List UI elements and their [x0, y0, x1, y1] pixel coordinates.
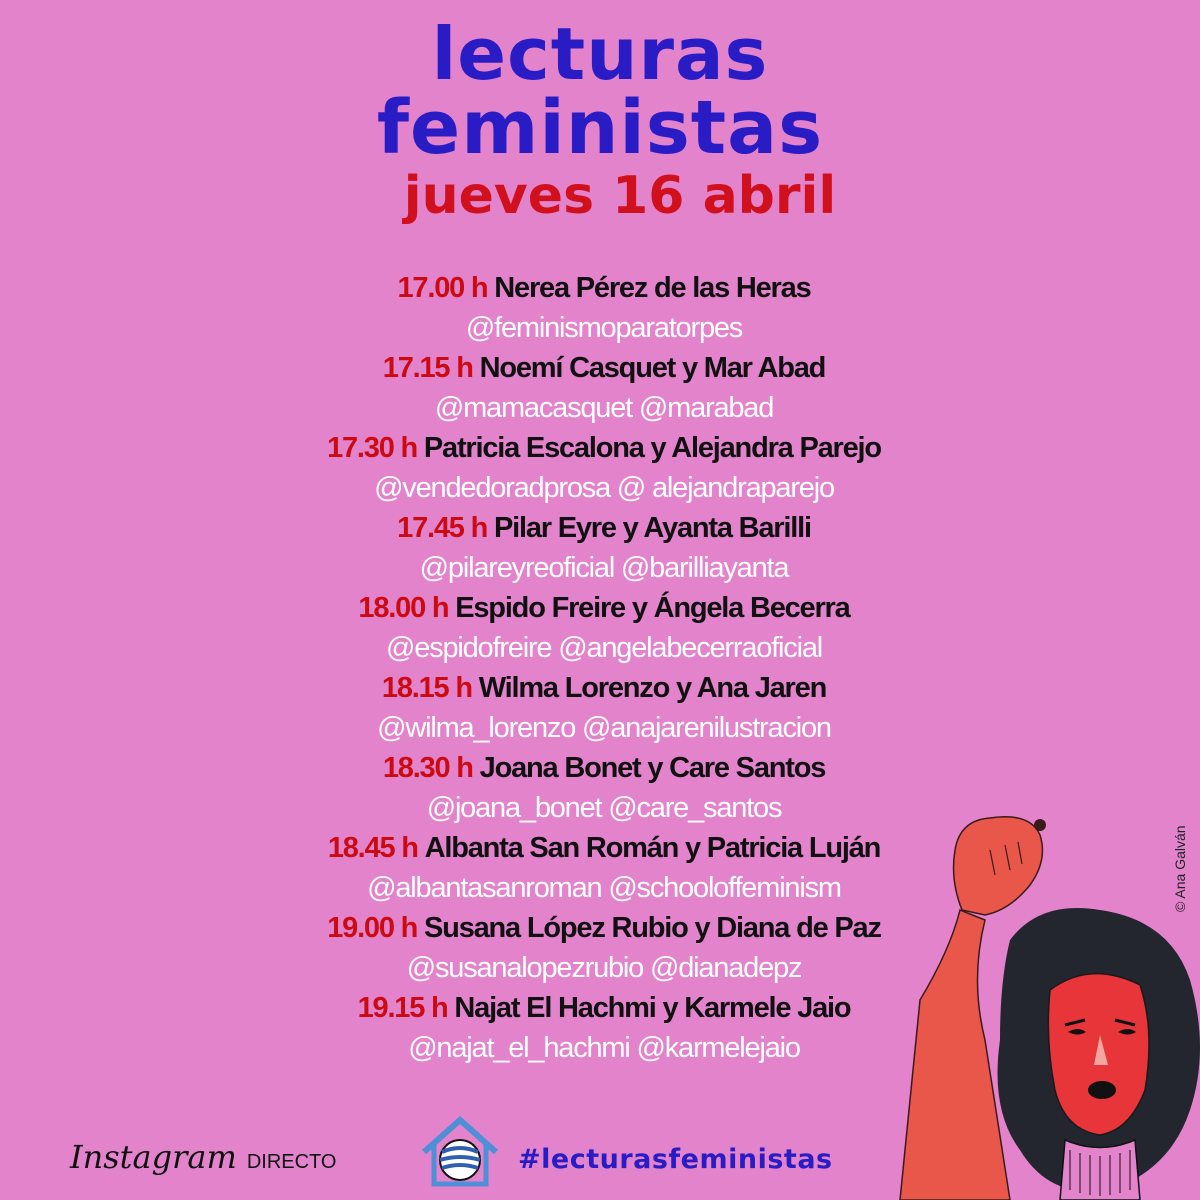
- instagram-directo-label: DIRECTO: [246, 1151, 337, 1173]
- entry-time: 18.15 h: [381, 672, 473, 704]
- schedule-entry: 17.15 h Noemí Casquet y Mar Abad: [0, 348, 1200, 388]
- title-line-1: lecturas: [431, 12, 769, 96]
- entry-handles: @feminismoparatorpes: [465, 312, 743, 344]
- schedule-entry: 18.00 h Espido Freire y Ángela Becerra: [0, 588, 1200, 628]
- entry-handles: @espidofreire @angelabecerraoficial: [385, 632, 823, 664]
- entry-time: 17.15 h: [382, 352, 474, 384]
- title-line-2: feministas: [376, 85, 824, 171]
- entry-handles: @susanalopezrubio @dianadepz: [406, 952, 803, 984]
- entry-time: 18.00 h: [358, 592, 449, 624]
- entry-authors: Albanta San Román y Patricia Luján: [424, 832, 882, 864]
- schedule-entry: 19.15 h Najat El Hachmi y Karmele Jaio: [0, 988, 1200, 1028]
- entry-time: 17.45 h: [397, 512, 488, 544]
- entry-handles: @joana_bonet @care_santos: [426, 792, 783, 824]
- entry-handles: @mamacasquet @marabad: [434, 392, 775, 424]
- entry-authors: Patricia Escalona y Alejandra Parejo: [423, 432, 882, 464]
- entry-time: 18.30 h: [382, 752, 474, 784]
- entry-handles: @albantasanroman @schooloffeminism: [367, 872, 842, 904]
- schedule-entry: 17.00 h Nerea Pérez de las Heras: [0, 268, 1200, 308]
- event-date: jueves 16 abril: [403, 166, 837, 226]
- instagram-logo: Instagram: [70, 1138, 237, 1176]
- entry-authors: Nerea Pérez de las Heras: [494, 272, 811, 304]
- house-globe-icon: [422, 1115, 498, 1187]
- entry-authors: Joana Bonet y Care Santos: [479, 752, 827, 784]
- schedule-list: 17.00 h Nerea Pérez de las Heras @feminis…: [0, 268, 1200, 1068]
- instagram-directo: Instagram DIRECTO: [70, 1138, 336, 1176]
- entry-authors: Noemí Casquet y Mar Abad: [479, 352, 827, 384]
- schedule-entry: 17.45 h Pilar Eyre y Ayanta Barilli: [0, 508, 1200, 548]
- schedule-entry: 19.00 h Susana López Rubio y Diana de Pa…: [0, 908, 1200, 948]
- entry-authors: Espido Freire y Ángela Becerra: [455, 592, 851, 624]
- entry-time: 19.15 h: [357, 992, 449, 1024]
- entry-handles: @vendedoradprosa @ alejandraparejo: [374, 472, 835, 504]
- schedule-entry: 17.30 h Patricia Escalona y Alejandra Pa…: [0, 428, 1200, 468]
- entry-authors: Najat El Hachmi y Karmele Jaio: [454, 992, 851, 1024]
- entry-time: 18.45 h: [327, 832, 419, 864]
- hashtag: #lecturasfeministas: [518, 1144, 833, 1175]
- entry-authors: Susana López Rubio y Diana de Paz: [424, 912, 882, 944]
- schedule-entry: 18.45 h Albanta San Román y Patricia Luj…: [0, 828, 1200, 868]
- entry-authors: Wilma Lorenzo y Ana Jaren: [478, 672, 828, 704]
- entry-time: 17.00 h: [397, 272, 488, 304]
- schedule-entry: 18.15 h Wilma Lorenzo y Ana Jaren: [0, 668, 1200, 708]
- entry-handles: @najat_el_hachmi @karmelejaio: [408, 1032, 801, 1064]
- entry-handles: @pilareyreoficial @barilliayanta: [419, 552, 790, 584]
- raised-fist-woman-illustration: [899, 816, 1200, 1200]
- entry-authors: Pilar Eyre y Ayanta Barilli: [493, 512, 812, 544]
- entry-time: 17.30 h: [327, 432, 418, 464]
- entry-handles: @wilma_lorenzo @anajarenilustracion: [377, 712, 832, 744]
- schedule-entry: 18.30 h Joana Bonet y Care Santos: [0, 748, 1200, 788]
- entry-time: 19.00 h: [327, 912, 418, 944]
